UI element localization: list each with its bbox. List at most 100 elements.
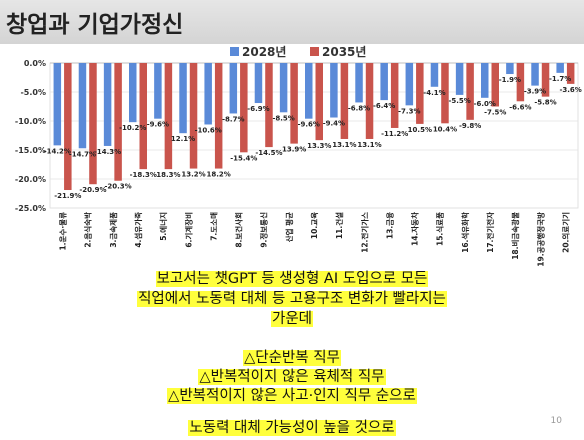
data-label-2028: -1.9% <box>499 76 521 84</box>
category-label: 16.석유화학 <box>460 212 470 253</box>
bar-2035 <box>390 63 399 128</box>
caption-item-2: △반복적이지 않은 육체적 직무 <box>198 369 386 385</box>
caption-line-3-row: 가운데 <box>0 308 584 329</box>
data-label-2035: 13.9% <box>282 146 306 154</box>
bar-2035 <box>491 63 499 107</box>
caption-item-3: △반복적이지 않은 사고·인지 직무 순으로 <box>167 388 417 404</box>
category-label: 17.전기전자 <box>485 212 495 253</box>
legend-swatch-1 <box>310 47 319 56</box>
category-label: 19.공공행정국방 <box>535 212 545 267</box>
bar-2035 <box>89 63 97 185</box>
bar-2028 <box>430 63 439 87</box>
bar-2028 <box>78 63 87 149</box>
legend-label-1: 2035년 <box>322 45 366 59</box>
slide-title-bar: 창업과 기업가정신 <box>0 0 584 44</box>
data-label-2028: -4.1% <box>423 89 445 97</box>
bar-2028 <box>229 63 238 114</box>
data-label-2028: -7.3% <box>398 107 420 115</box>
bar-2035 <box>541 63 550 97</box>
bar-2028 <box>481 63 489 98</box>
data-label-2035: 10.4% <box>433 125 457 133</box>
bar-2028 <box>103 63 112 146</box>
data-label-2035: 18.3% <box>156 171 180 179</box>
category-label: 1.운수·물류 <box>58 212 68 251</box>
data-label-2028: -14.2% <box>44 147 71 155</box>
caption-item-1: △단순반복 직무 <box>243 350 341 366</box>
bar-2028 <box>531 63 539 86</box>
bar-2028 <box>455 63 464 95</box>
data-label-2035: -18.3% <box>130 171 157 179</box>
bar-2035 <box>240 63 248 153</box>
data-label-2028: -14.7% <box>69 150 96 158</box>
bar-2028 <box>380 63 388 101</box>
category-label: 산업 평균 <box>284 212 294 242</box>
data-label-2028: -10.6% <box>195 126 222 134</box>
data-label-2035: 10.5% <box>408 126 432 134</box>
caption-conclusion: 노동력 대체 가능성이 높을 것으로 <box>188 420 396 436</box>
data-label-2035: -6.6% <box>509 103 531 111</box>
bar-2028 <box>506 63 514 75</box>
category-label: 13.금융 <box>384 212 394 239</box>
caption-line-2-row: 직업에서 노동력 대체 등 고용구조 변화가 빨라지는 <box>0 288 584 309</box>
data-label-2035: -3.6% <box>560 86 582 94</box>
category-label: 7.도소매 <box>208 212 218 241</box>
bar-2035 <box>214 63 223 169</box>
bar-2035 <box>340 63 349 139</box>
caption-item-1-row: △단순반복 직무 <box>0 347 584 368</box>
data-label-2028: -6.9% <box>247 105 269 113</box>
bar-2035 <box>566 63 575 84</box>
category-label: 10.교육 <box>309 212 319 239</box>
data-label-2028: -3.9% <box>524 88 546 96</box>
data-label-2028: -9.4% <box>323 120 345 128</box>
bar-2028 <box>179 63 187 134</box>
category-label: 2.음식숙박 <box>83 212 93 248</box>
bar-2028 <box>556 63 564 73</box>
data-label-2028: -9.6% <box>147 121 169 129</box>
data-label-2035: 18.2% <box>207 171 231 179</box>
bar-2028 <box>405 63 414 106</box>
category-label: 8.보건사회 <box>234 212 244 248</box>
data-label-2035: -7.5% <box>484 109 506 117</box>
category-label: 15.식료품 <box>435 212 445 246</box>
data-label-2028: 12.1% <box>171 135 195 143</box>
y-tick-label: 0.0% <box>24 59 46 68</box>
bar-2035 <box>466 63 474 120</box>
category-label: 12.전기가스 <box>359 212 369 253</box>
data-label-2035: -21.9% <box>54 192 81 200</box>
caption-item-3-row: △반복적이지 않은 사고·인지 직무 순으로 <box>0 385 584 406</box>
category-label: 20.의료기기 <box>560 212 570 253</box>
bars-group <box>53 63 575 191</box>
chart-container: 0.0% -5.0% -10.0% -15.0% -20.0% -25.0% 2028년 20… <box>0 44 584 274</box>
category-label: 4.섬유가죽 <box>133 212 143 248</box>
bar-2028 <box>254 63 263 104</box>
caption-line-1-row: 보고서는 챗GPT 등 생성형 AI 도입으로 모든 <box>0 268 584 289</box>
category-label: 14.자동차 <box>410 212 420 246</box>
data-label-2035: 13.3% <box>307 142 331 150</box>
plot-area <box>49 62 579 209</box>
caption-item-2-row: △반복적이지 않은 육체적 직무 <box>0 366 584 387</box>
data-label-2028: -5.5% <box>448 97 470 105</box>
data-label-2035: 13.1% <box>332 141 356 149</box>
bar-chart: 0.0% -5.0% -10.0% -15.0% -20.0% -25.0% 2028년 20… <box>15 45 582 267</box>
data-label-2028: -6.8% <box>348 104 370 112</box>
bar-2035 <box>516 63 525 102</box>
y-tick-label: -25.0% <box>15 204 46 213</box>
bar-2028 <box>355 63 363 103</box>
data-label-2035: -20.3% <box>105 183 132 191</box>
category-label: 3.금속제품 <box>108 212 118 248</box>
category-label: 18.비금속광물 <box>510 212 520 260</box>
y-tick-label: -10.0% <box>15 117 46 126</box>
bar-2035 <box>441 63 449 124</box>
bar-2028 <box>330 63 338 118</box>
bar-2035 <box>164 63 173 170</box>
caption-conclusion-row: 노동력 대체 가능성이 높을 것으로 <box>0 417 584 438</box>
caption-line-1: 보고서는 챗GPT 등 생성형 AI 도입으로 모든 <box>155 271 429 287</box>
data-label-2035: -5.8% <box>534 99 556 107</box>
data-label-2035: -20.9% <box>79 186 106 194</box>
bar-2028 <box>129 63 137 123</box>
y-tick-label: -15.0% <box>15 146 46 155</box>
y-tick-label: -20.0% <box>15 175 46 184</box>
data-label-2028: -10.2% <box>119 124 146 132</box>
data-label-2035: -14.5% <box>255 149 282 157</box>
bar-2035 <box>416 63 424 124</box>
